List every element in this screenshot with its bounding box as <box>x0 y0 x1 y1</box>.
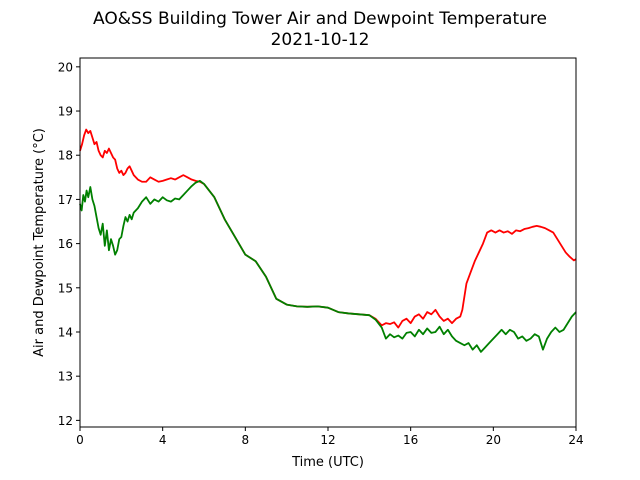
y-tick-label: 20 <box>58 60 73 74</box>
y-tick-label: 12 <box>58 414 73 428</box>
y-axis-label: Air and Dewpoint Temperature (°C) <box>32 128 47 357</box>
y-tick-label: 15 <box>58 281 73 295</box>
x-tick-label: 20 <box>486 433 501 447</box>
chart-title: AO&SS Building Tower Air and Dewpoint Te… <box>93 9 547 29</box>
x-tick-label: 24 <box>568 433 583 447</box>
y-tick-label: 19 <box>58 105 73 119</box>
x-tick-label: 0 <box>76 433 84 447</box>
y-axis: 12 13 14 15 16 17 18 19 20 <box>58 60 80 428</box>
y-tick-label: 16 <box>58 237 73 251</box>
chart-subtitle: 2021-10-12 <box>271 30 370 50</box>
x-tick-label: 16 <box>403 433 418 447</box>
x-tick-label: 12 <box>320 433 335 447</box>
y-tick-label: 17 <box>58 193 73 207</box>
dewpoint-temperature-line <box>79 179 577 353</box>
air-temperature-line <box>79 128 577 329</box>
x-tick-label: 4 <box>159 433 167 447</box>
y-tick-label: 14 <box>58 325 73 339</box>
series-layer <box>79 128 577 353</box>
y-tick-label: 18 <box>58 149 73 163</box>
y-tick-label: 13 <box>58 370 73 384</box>
x-axis-label: Time (UTC) <box>291 455 364 470</box>
x-tick-label: 8 <box>242 433 250 447</box>
x-axis: 0 4 8 12 16 20 24 <box>76 427 584 447</box>
plot-frame <box>79 57 577 428</box>
